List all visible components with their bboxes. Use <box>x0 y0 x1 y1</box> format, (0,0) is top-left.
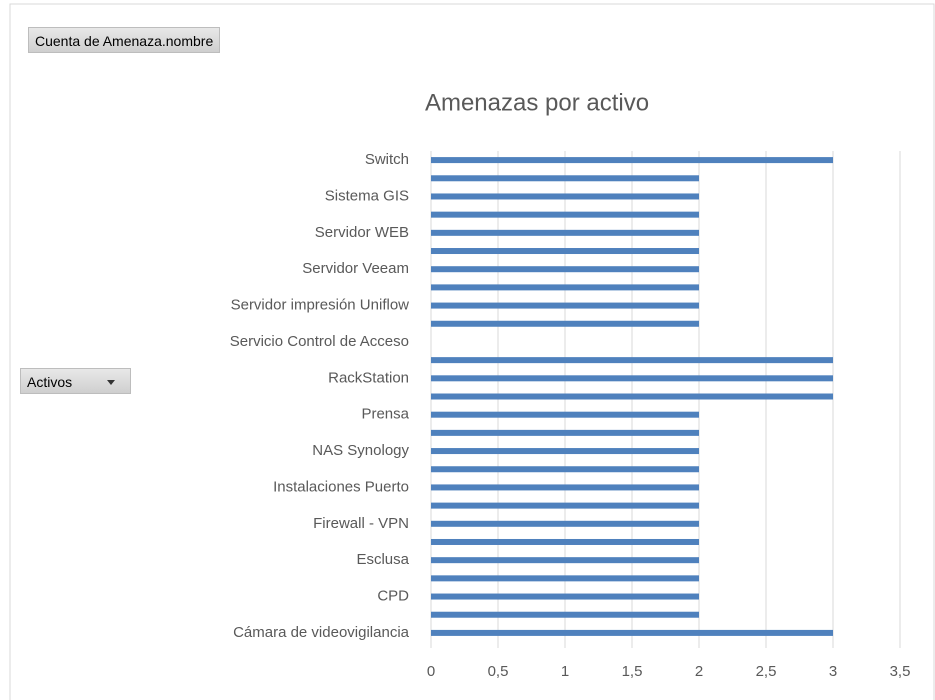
y-tick-label: Firewall - VPN <box>313 515 409 532</box>
y-tick-label: Servicio Control de Acceso <box>230 333 409 350</box>
bar <box>431 448 699 455</box>
bar <box>431 593 699 600</box>
bar <box>431 157 833 164</box>
y-tick-label: CPD <box>377 588 409 605</box>
rows-field-button[interactable]: Activos <box>20 368 131 394</box>
bar <box>431 284 699 291</box>
bar <box>431 302 699 309</box>
bar <box>431 375 833 382</box>
bar <box>431 393 833 400</box>
x-tick-label: 1 <box>561 663 569 680</box>
chart-border <box>9 3 935 700</box>
y-tick-label: Instalaciones Puerto <box>273 478 409 495</box>
x-tick-label: 0,5 <box>488 663 509 680</box>
x-tick-label: 3,5 <box>890 663 911 680</box>
x-tick-label: 3 <box>829 663 837 680</box>
dropdown-arrow <box>107 380 115 385</box>
bar <box>431 175 699 182</box>
bar <box>431 357 833 364</box>
x-tick-label: 2 <box>695 663 703 680</box>
x-tick-label: 2,5 <box>756 663 777 680</box>
y-tick-label: Switch <box>365 151 409 168</box>
bar <box>431 429 699 436</box>
x-tick-label: 0 <box>427 663 435 680</box>
bar <box>431 502 699 509</box>
x-tick-label: 1,5 <box>622 663 643 680</box>
bar <box>431 575 699 582</box>
y-tick-label: NAS Synology <box>312 442 409 459</box>
y-tick-label: Servidor impresión Uniflow <box>231 297 410 314</box>
values-field-button[interactable]: Cuenta de Amenaza.nombre <box>28 27 221 53</box>
y-tick-label: Servidor Veeam <box>302 260 409 277</box>
bar <box>431 520 699 527</box>
y-tick-label: Esclusa <box>356 551 409 568</box>
bar <box>431 629 833 636</box>
y-tick-label: Cámara de videovigilancia <box>233 624 410 641</box>
y-tick-label: Sistema GIS <box>325 187 409 204</box>
bar <box>431 538 699 545</box>
bar <box>431 248 699 255</box>
bar <box>431 320 699 327</box>
bar <box>431 193 699 200</box>
bar <box>431 484 699 491</box>
bar <box>431 411 699 418</box>
bar <box>431 211 699 218</box>
button-label: Activos <box>27 374 73 390</box>
y-tick-label: RackStation <box>328 369 409 386</box>
y-tick-label: Prensa <box>361 406 409 423</box>
bar <box>431 611 699 618</box>
bar <box>431 557 699 564</box>
button-label: Cuenta de Amenaza.nombre <box>35 33 214 49</box>
y-tick-label: Servidor WEB <box>315 224 409 241</box>
bar <box>431 466 699 473</box>
chart-title: Amenazas por activo <box>425 89 649 116</box>
bar <box>431 266 699 273</box>
bar <box>431 229 699 236</box>
